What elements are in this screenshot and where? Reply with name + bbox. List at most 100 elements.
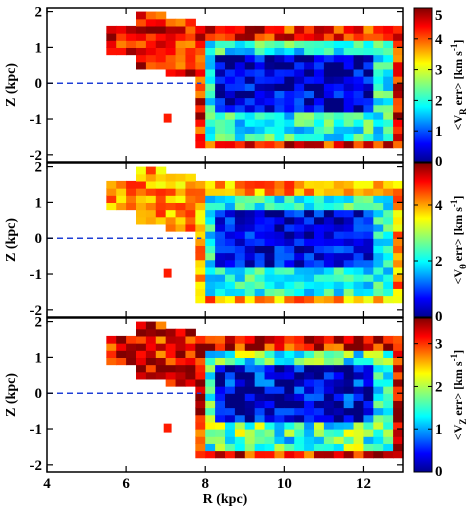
heatmap-cell [274, 231, 285, 239]
heatmap-cell [274, 436, 285, 444]
heatmap-cell [373, 378, 384, 387]
heatmap-cell [254, 209, 266, 218]
heatmap-cell [215, 393, 226, 401]
heatmap-cell [264, 281, 276, 289]
heatmap-cell [363, 386, 374, 394]
heatmap-cell [323, 350, 335, 358]
heatmap-cell [284, 407, 295, 416]
heatmap-cell [145, 18, 157, 27]
heatmap-cell [215, 443, 226, 452]
heatmap-cell [393, 111, 404, 120]
heatmap-cell [363, 443, 374, 452]
heatmap-cell [333, 364, 345, 373]
heatmap-cell [225, 414, 236, 423]
heatmap-cell [205, 281, 216, 289]
heatmap-cell [393, 40, 404, 48]
x-tick-label: 12 [356, 476, 371, 492]
heatmap-cell [343, 119, 355, 127]
heatmap-cell [274, 274, 285, 282]
heatmap-cell [234, 335, 246, 344]
heatmap-cell [393, 54, 404, 63]
heatmap-cell [373, 350, 384, 358]
heatmap-cell [363, 288, 374, 297]
heatmap-cell [363, 33, 374, 41]
heatmap-cell [155, 195, 167, 203]
heatmap-cell [195, 436, 206, 444]
heatmap-cell [264, 274, 276, 282]
heatmap-cell [304, 180, 315, 189]
heatmap-cell [264, 47, 276, 56]
heatmap-cell [314, 295, 325, 304]
heatmap-cell [294, 61, 305, 70]
heatmap-cell [145, 335, 157, 344]
heatmap-cell [264, 119, 276, 127]
y-tick-label: 0 [35, 231, 43, 247]
x-tick-label: 8 [201, 476, 209, 492]
heatmap-cell [254, 443, 266, 452]
heatmap-cell [264, 393, 276, 401]
heatmap-cell [244, 386, 256, 394]
heatmap-cell [353, 223, 365, 232]
heatmap-cell [274, 288, 285, 297]
heatmap-cell [353, 140, 365, 149]
heatmap-cell [363, 281, 374, 289]
heatmap-cell [323, 76, 335, 84]
heatmap-cell [155, 321, 167, 330]
heatmap-cell [304, 259, 315, 268]
heatmap-cell [284, 371, 295, 380]
heatmap-cell [314, 343, 325, 351]
heatmap-cell [274, 47, 285, 56]
heatmap-cell [383, 90, 394, 99]
heatmap-cell [175, 40, 187, 48]
heatmap-cell [234, 357, 246, 366]
heatmap-cell [215, 231, 226, 239]
heatmap-cell [254, 386, 266, 394]
heatmap-cell [373, 216, 384, 225]
heatmap-cell [254, 357, 266, 366]
heatmap-cell [264, 25, 276, 34]
heatmap-cell [333, 288, 345, 297]
heatmap-cell [116, 188, 127, 196]
heatmap-cell [304, 33, 315, 41]
heatmap-cell [294, 47, 305, 56]
heatmap-cell [244, 350, 256, 358]
heatmap-cell [373, 68, 384, 77]
heatmap-cell [215, 288, 226, 297]
heatmap-cell [353, 209, 365, 218]
heatmap-cell [393, 450, 404, 459]
heatmap-cell [284, 223, 295, 232]
heatmap-cell [363, 295, 374, 304]
heatmap-cell [205, 223, 216, 232]
heatmap-cell [136, 216, 147, 225]
heatmap-cell [215, 414, 226, 423]
heatmap-cell [383, 126, 394, 134]
heatmap-cell [234, 450, 246, 459]
heatmap-cell [205, 357, 216, 366]
heatmap-cell [254, 83, 266, 91]
heatmap-cell [333, 83, 345, 91]
heatmap-cell [323, 407, 335, 416]
heatmap-cell [304, 188, 315, 196]
heatmap-cell [343, 40, 355, 48]
heatmap-cell [225, 371, 236, 380]
heatmap-cell [264, 90, 276, 99]
colorbar-tick-label: 2 [435, 379, 443, 395]
heatmap-cell [373, 343, 384, 351]
heatmap-cell [215, 364, 226, 373]
heatmap-cell [294, 216, 305, 225]
heatmap-cell [234, 47, 246, 56]
heatmap-cell [363, 350, 374, 358]
heatmap-cell [284, 364, 295, 373]
heatmap-cell [393, 386, 404, 394]
heatmap-cell [333, 238, 345, 246]
heatmap-cell [294, 111, 305, 120]
heatmap-cell [274, 295, 285, 304]
heatmap-cell [343, 335, 355, 344]
heatmap-cell [373, 119, 384, 127]
heatmap-cell [175, 18, 187, 27]
heatmap-cell [244, 180, 256, 189]
heatmap-cell [333, 188, 345, 196]
heatmap-cell [254, 245, 266, 254]
heatmap-cell [314, 274, 325, 282]
